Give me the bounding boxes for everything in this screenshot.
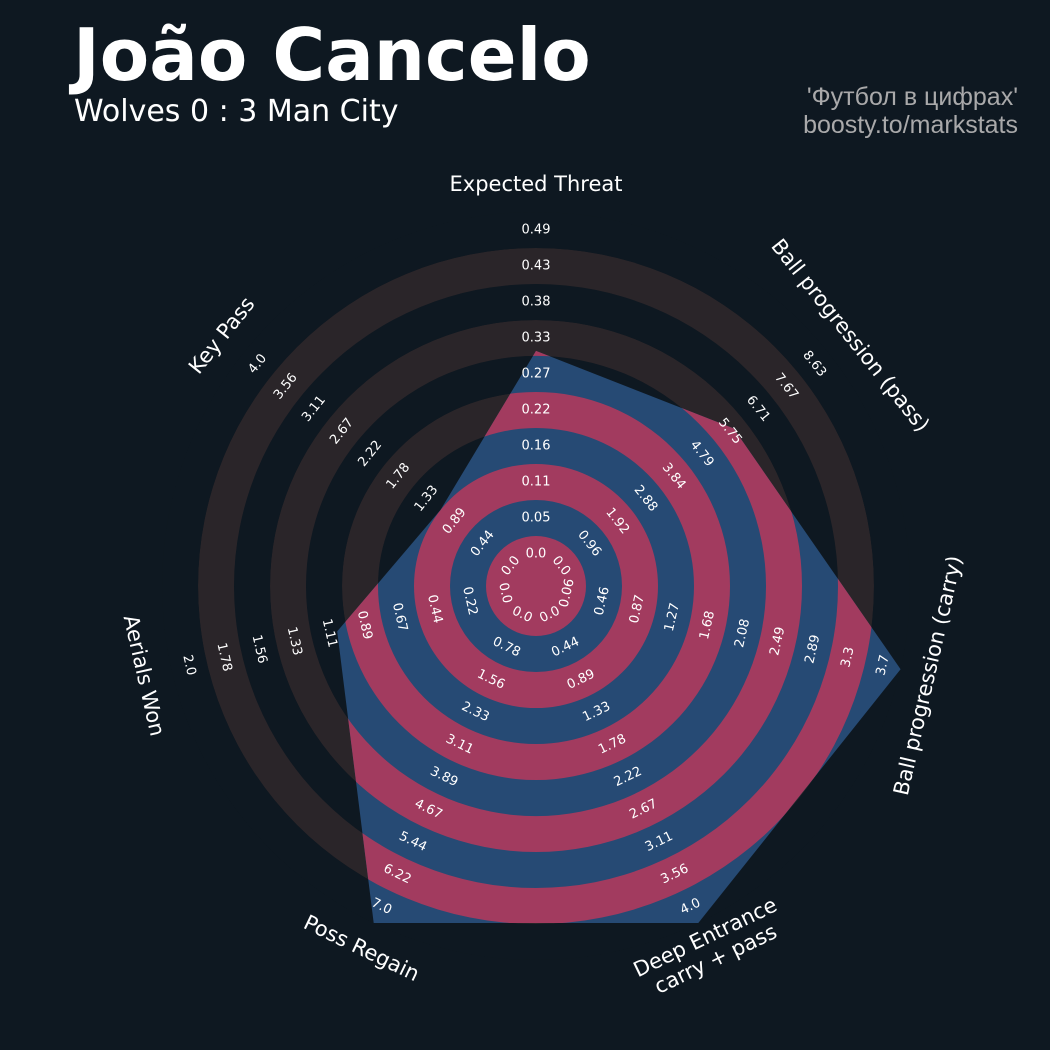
param-label-5: Aerials Won: [119, 613, 170, 739]
tick-label: 1.78: [213, 641, 234, 673]
radar-polygon-layer: [337, 350, 901, 923]
tick-label: 3.3: [838, 645, 857, 669]
tick-label: 0.87: [627, 593, 648, 625]
tick-label: 0.22: [522, 403, 551, 418]
tick-label: 0.49: [522, 223, 551, 238]
tick-label: 0.38: [522, 295, 551, 310]
param-label-text: Aerials Won: [119, 613, 170, 739]
value-ring-0: [486, 536, 586, 636]
tick-label: 2.0: [179, 653, 198, 677]
tick-label: 0.05: [522, 511, 551, 526]
tick-label: 0.33: [522, 331, 551, 346]
tick-label: 0.16: [522, 439, 551, 454]
tick-label: 0.0: [526, 547, 547, 562]
tick-label: 1.27: [662, 601, 683, 633]
tick-label: 0.89: [354, 609, 375, 641]
tick-label: 0.67: [389, 601, 410, 633]
tick-label: 2.08: [732, 617, 753, 649]
tick-label: 0.22: [459, 585, 480, 617]
tick-label: 0.11: [522, 475, 551, 490]
tick-label: 1.68: [697, 609, 718, 641]
tick-label: 0.43: [522, 259, 551, 274]
tick-label: 0.06: [557, 577, 578, 609]
match-subtitle: Wolves 0 : 3 Man City: [74, 94, 399, 129]
tick-label: 0.46: [592, 585, 613, 617]
player-title: João Cancelo: [73, 13, 591, 97]
tick-label: 2.89: [802, 633, 823, 665]
tick-label: 2.49: [767, 625, 788, 657]
tick-label: 1.56: [249, 633, 270, 665]
credit-url: boosty.to/markstats: [803, 111, 1018, 139]
param-label-0: Expected Threat: [450, 172, 623, 196]
tick-label: 0.27: [522, 367, 551, 382]
tick-label: 0.0: [495, 581, 514, 605]
tick-label: 3.7: [873, 653, 892, 677]
value-ring-2: [414, 463, 659, 709]
tick-label: 1.33: [284, 625, 305, 657]
tick-label: 1.11: [319, 617, 340, 649]
credit-channel: 'Футбол в цифрах': [806, 83, 1018, 111]
param-label-text: Expected Threat: [450, 172, 623, 196]
tick-label: 0.44: [424, 593, 445, 625]
